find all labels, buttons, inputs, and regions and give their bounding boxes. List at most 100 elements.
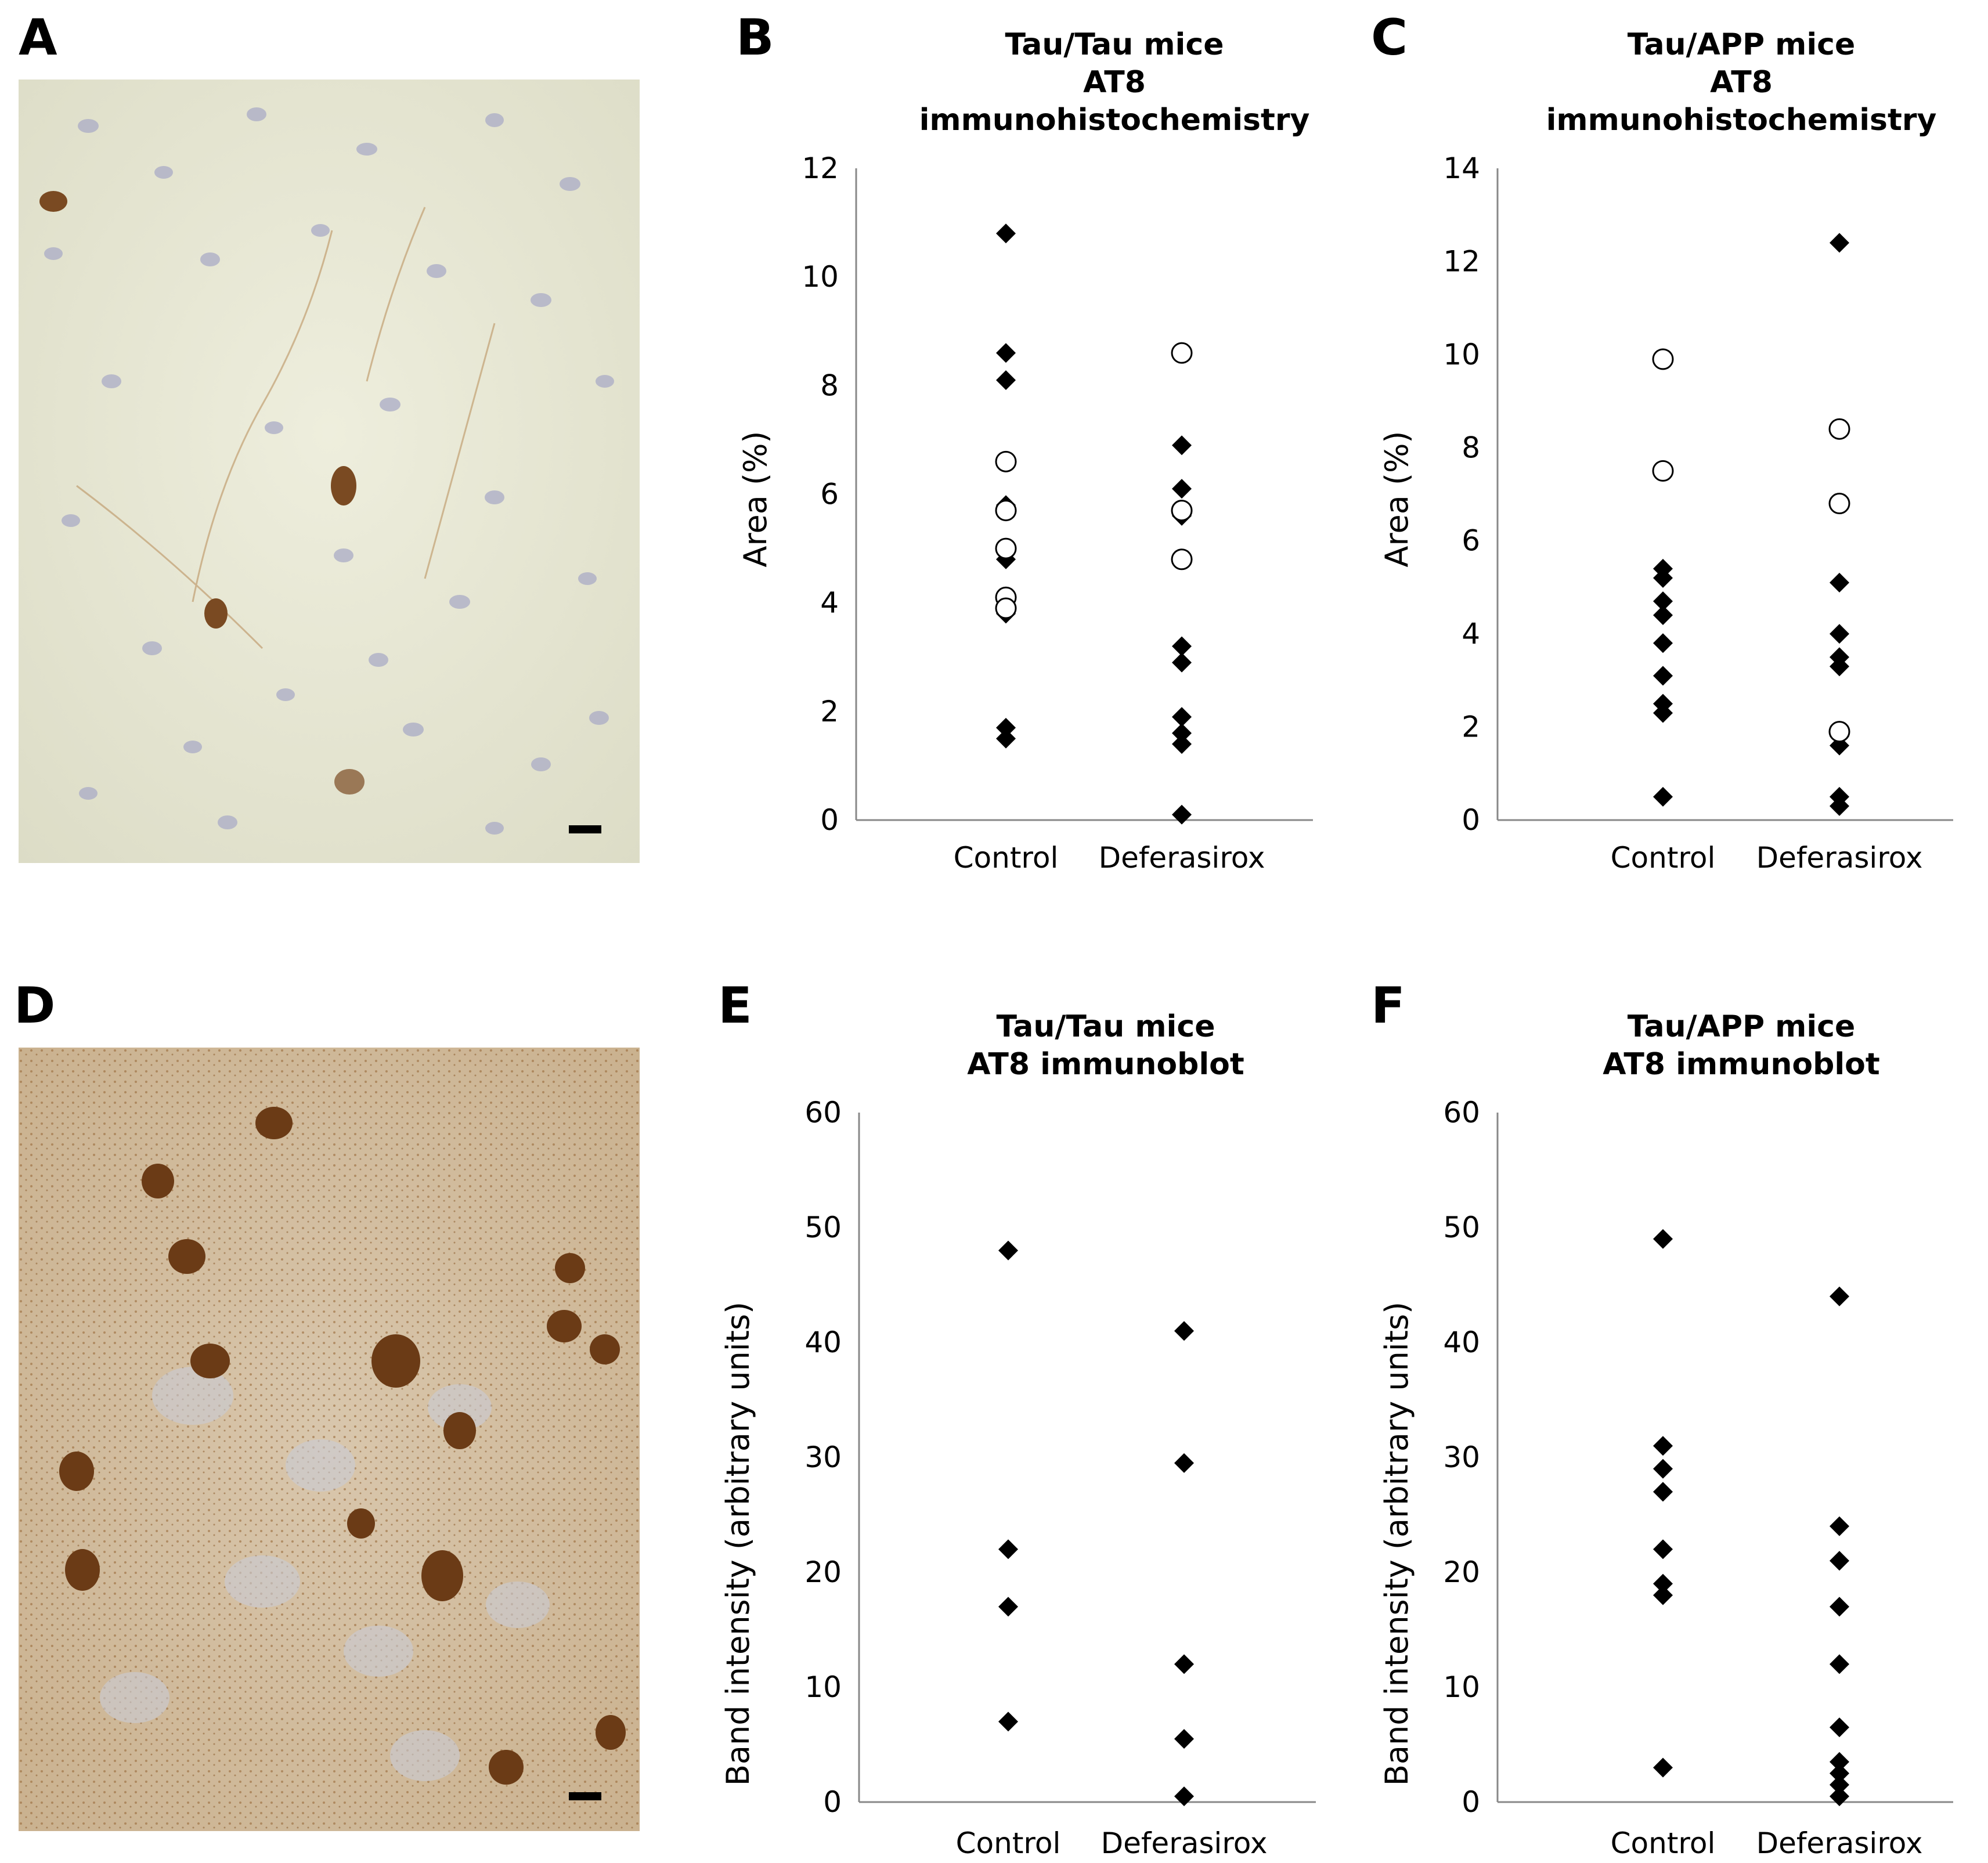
chart-c-circle-deferasirox-0 (1828, 418, 1850, 440)
chart-b-diamond-control-0 (996, 223, 1016, 244)
chart-c-diamond-control-8 (1653, 786, 1673, 807)
chart-c-diamond-deferasirox-4 (1830, 656, 1849, 677)
chart-b-y-tick-6: 6 (820, 478, 839, 511)
chart-c-circle-control-1 (1652, 460, 1674, 482)
chart-b-y-tick-4: 4 (820, 586, 839, 620)
chart-f-y-tick-10: 10 (1443, 1670, 1480, 1704)
chart-b-title-line-1: Tau/Tau mice (1005, 27, 1224, 62)
chart-f-diamond-control-3 (1653, 1482, 1673, 1502)
chart-c-category-deferasirox: Deferasirox (1756, 841, 1923, 875)
chart-c-circle-control-0 (1652, 348, 1674, 370)
chart-b-circle-deferasirox-1 (1171, 500, 1193, 522)
micrograph-a (19, 80, 640, 863)
chart-b-y-tick-10: 10 (802, 260, 839, 294)
chart-b-diamond-deferasirox-7 (1172, 734, 1192, 754)
chart-b-title: Tau/Tau mice AT8 immunohistochemistry (919, 27, 1310, 138)
chart-e-y-tick-40: 40 (804, 1326, 842, 1359)
chart-e-y-tick-20: 20 (804, 1555, 842, 1589)
chart-e-y-tick-60: 60 (804, 1096, 842, 1129)
chart-e-diamond-control-0 (998, 1240, 1018, 1261)
chart-b-diamond-deferasirox-3 (1172, 636, 1192, 656)
chart-c-circle-deferasirox-1 (1828, 493, 1850, 515)
panel-letter-a: A (19, 9, 57, 67)
chart-c: Tau/APP mice AT8 immunohistochemistry Ar… (1379, 27, 1953, 875)
chart-c-y-tick-4: 4 (1462, 617, 1480, 651)
chart-f-diamond-control-4 (1653, 1539, 1673, 1559)
chart-f-diamond-deferasirox-8 (1830, 1775, 1849, 1795)
chart-e-title-line-2: AT8 immunoblot (967, 1047, 1244, 1082)
chart-c-y-tick-8: 8 (1462, 431, 1480, 464)
chart-b-circle-control-4 (995, 597, 1017, 619)
chart-c-y-tick-12: 12 (1443, 244, 1480, 278)
chart-c-y-tick-0: 0 (1462, 803, 1480, 837)
chart-b-diamond-deferasirox-5 (1172, 707, 1192, 727)
chart-c-title-line-1: Tau/APP mice (1628, 27, 1856, 62)
chart-f: Tau/APP mice AT8 immunoblot Band intensi… (1379, 1009, 1953, 1860)
chart-f-diamond-deferasirox-3 (1830, 1597, 1849, 1617)
panel-letter-d: D (14, 977, 56, 1035)
chart-b-circle-control-1 (995, 500, 1017, 522)
chart-b-title-line-3: immunohistochemistry (919, 103, 1310, 138)
chart-c-diamond-control-7 (1653, 703, 1673, 723)
chart-c-y-tick-14: 14 (1443, 151, 1480, 185)
chart-f-category-deferasirox: Deferasirox (1756, 1826, 1923, 1860)
chart-c-y-tick-6: 6 (1462, 524, 1480, 558)
chart-f-diamond-control-2 (1653, 1458, 1673, 1479)
chart-e-diamond-control-3 (998, 1712, 1018, 1732)
chart-b-category-control: Control (954, 841, 1059, 875)
chart-b-circle-deferasirox-2 (1171, 548, 1193, 571)
chart-c-diamond-control-4 (1653, 633, 1673, 654)
chart-f-diamond-deferasirox-7 (1830, 1763, 1849, 1783)
chart-f-diamond-deferasirox-6 (1830, 1752, 1849, 1772)
chart-c-diamond-deferasirox-0 (1830, 233, 1849, 253)
chart-e: Tau/Tau mice AT8 immunoblot Band intensi… (720, 1009, 1316, 1860)
panel-letter-f: F (1371, 977, 1405, 1035)
chart-f-diamond-control-7 (1653, 1757, 1673, 1778)
chart-c-y-tick-10: 10 (1443, 338, 1480, 371)
chart-f-category-control: Control (1611, 1826, 1716, 1860)
chart-f-y-tick-40: 40 (1443, 1326, 1480, 1359)
chart-f-y-tick-30: 30 (1443, 1440, 1480, 1474)
chart-e-title: Tau/Tau mice AT8 immunoblot (967, 1009, 1244, 1082)
chart-b-circle-deferasirox-0 (1171, 342, 1193, 364)
chart-e-diamond-deferasirox-3 (1174, 1729, 1194, 1749)
panel-letter-c: C (1371, 9, 1408, 67)
chart-e-category-control: Control (956, 1826, 1061, 1860)
chart-b: Tau/Tau mice AT8 immunohistochemistry Ar… (737, 27, 1313, 875)
micrograph-d (19, 1048, 640, 1831)
chart-f-diamond-deferasirox-5 (1830, 1717, 1849, 1738)
chart-b-diamond-control-7 (996, 728, 1016, 749)
chart-f-y-tick-60: 60 (1443, 1096, 1480, 1129)
chart-e-y-tick-50: 50 (804, 1211, 842, 1244)
chart-f-diamond-control-0 (1653, 1229, 1673, 1249)
chart-b-diamond-deferasirox-6 (1172, 723, 1192, 743)
chart-e-diamond-control-1 (998, 1539, 1018, 1559)
chart-b-diamond-deferasirox-4 (1172, 652, 1192, 673)
chart-b-y-tick-0: 0 (820, 803, 839, 837)
chart-b-circle-control-0 (995, 450, 1017, 472)
chart-c-diamond-control-3 (1653, 605, 1673, 626)
chart-b-diamond-deferasirox-8 (1172, 804, 1192, 825)
chart-e-y-tick-30: 30 (804, 1440, 842, 1474)
chart-c-circle-deferasirox-2 (1828, 721, 1850, 743)
chart-e-diamond-deferasirox-2 (1174, 1654, 1194, 1674)
chart-b-diamond-control-1 (996, 343, 1016, 363)
chart-b-y-tick-12: 12 (802, 151, 839, 185)
chart-b-diamond-deferasirox-1 (1172, 479, 1192, 499)
chart-e-y-axis-label: Band intensity (arbitrary units) (720, 1302, 756, 1786)
chart-c-title: Tau/APP mice AT8 immunohistochemistry (1546, 27, 1937, 138)
chart-f-diamond-deferasirox-0 (1830, 1286, 1849, 1306)
chart-b-title-line-2: AT8 (1083, 65, 1146, 100)
chart-e-category-deferasirox: Deferasirox (1101, 1826, 1268, 1860)
chart-f-title: Tau/APP mice AT8 immunoblot (1603, 1009, 1880, 1082)
chart-c-diamond-deferasirox-8 (1830, 796, 1849, 816)
panel-letter-e: E (718, 977, 752, 1035)
chart-f-y-axis-label: Band intensity (arbitrary units) (1379, 1302, 1415, 1786)
chart-b-y-tick-8: 8 (820, 369, 839, 402)
chart-e-y-tick-10: 10 (804, 1670, 842, 1704)
chart-c-y-tick-2: 2 (1462, 710, 1480, 744)
micrograph-a-image (19, 80, 640, 863)
chart-f-y-tick-20: 20 (1443, 1555, 1480, 1589)
chart-f-diamond-control-1 (1653, 1436, 1673, 1456)
chart-f-diamond-control-5 (1653, 1573, 1673, 1594)
